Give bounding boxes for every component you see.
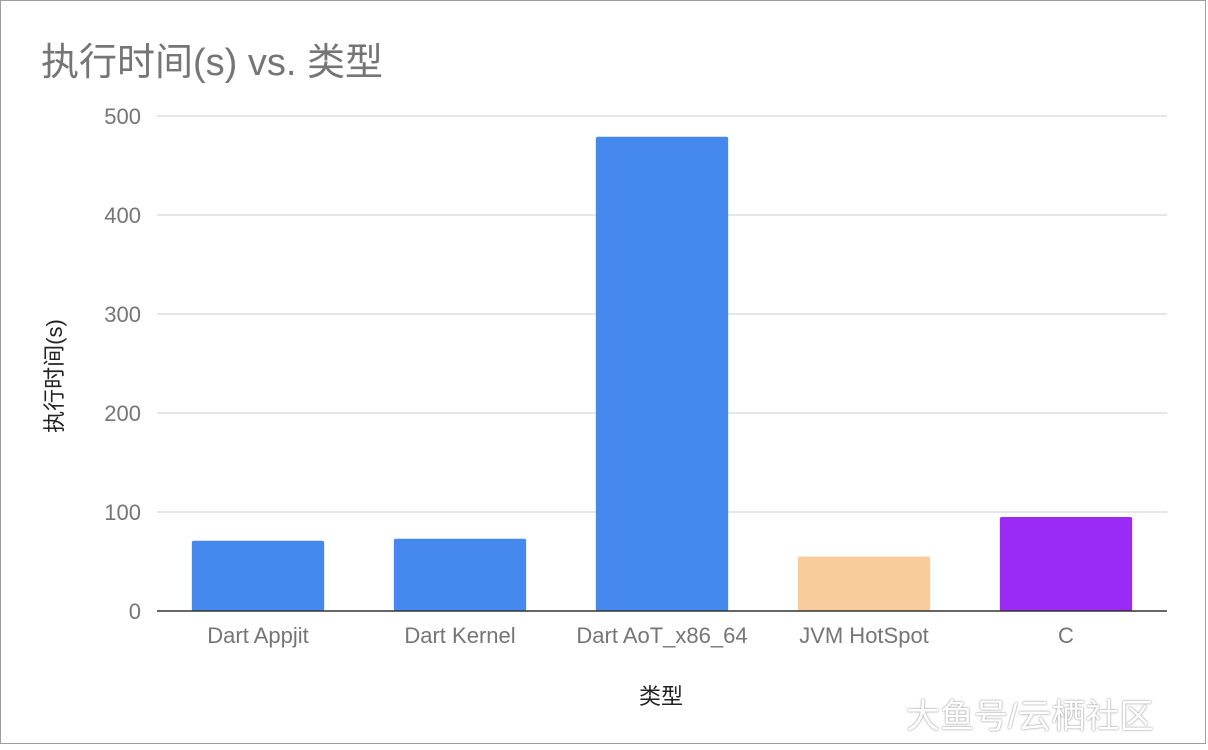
x-tick-label: Dart Appjit <box>207 623 309 648</box>
bar <box>999 516 1133 611</box>
bar <box>797 556 931 611</box>
x-tick-label: JVM HotSpot <box>799 623 929 648</box>
chart-title: 执行时间(s) vs. 类型 <box>41 42 383 84</box>
y-tick-label: 100 <box>104 500 141 525</box>
y-tick-label: 500 <box>104 104 141 129</box>
bar <box>393 538 527 611</box>
bar <box>191 540 325 611</box>
y-axis-label: 执行时间(s) <box>42 319 67 433</box>
watermark: 大鱼号/云栖社区 <box>906 698 1154 736</box>
x-axis-label: 类型 <box>638 684 684 709</box>
bar <box>595 136 729 612</box>
x-tick-label: Dart Kernel <box>404 623 515 648</box>
y-tick-label: 200 <box>104 401 141 426</box>
x-tick-label: Dart AoT_x86_64 <box>576 623 747 648</box>
x-tick-label: C <box>1058 623 1074 648</box>
y-tick-label: 300 <box>104 302 141 327</box>
y-tick-label: 400 <box>104 203 141 228</box>
y-tick-label: 0 <box>129 599 141 624</box>
